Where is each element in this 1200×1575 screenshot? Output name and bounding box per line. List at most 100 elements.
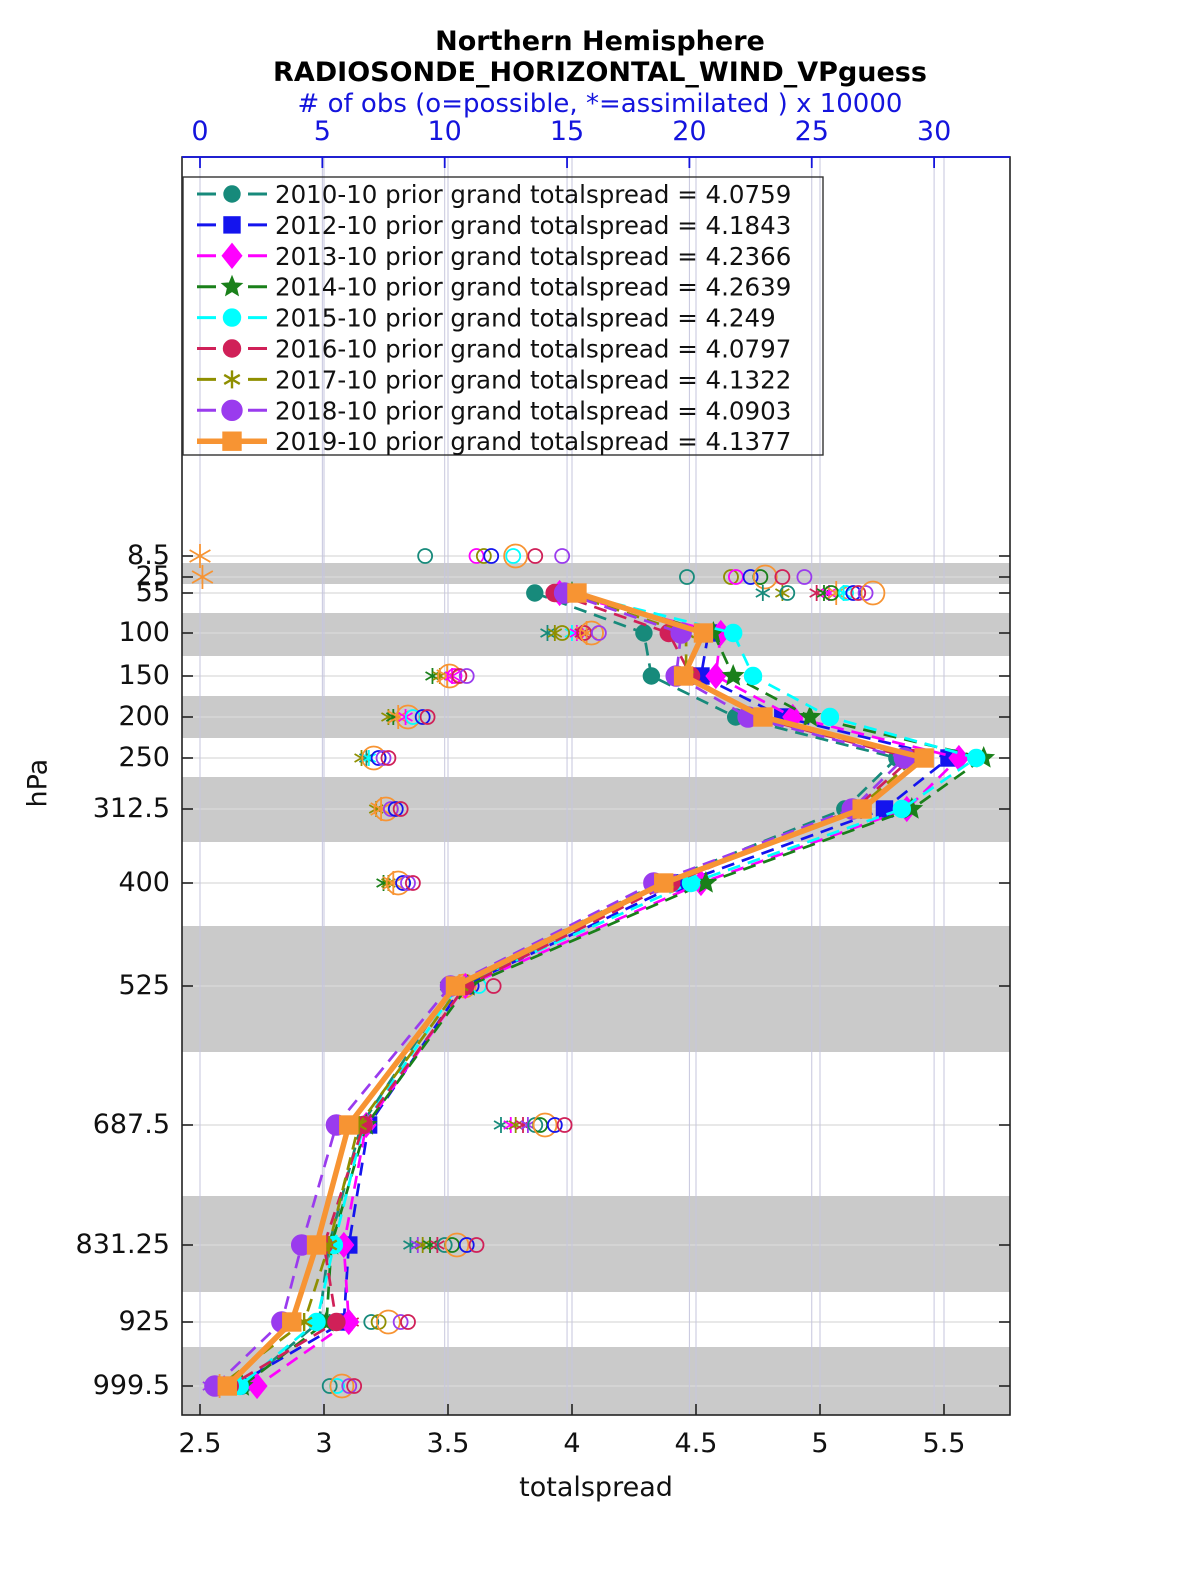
tick-label: 8.5 bbox=[127, 540, 170, 571]
series-line bbox=[241, 591, 987, 1388]
obs-level-831.25 bbox=[403, 1232, 485, 1258]
marker bbox=[370, 750, 387, 766]
pressure-band bbox=[182, 1347, 1010, 1415]
marker bbox=[546, 1117, 563, 1133]
marker bbox=[380, 750, 397, 766]
marker bbox=[425, 671, 440, 681]
marker bbox=[679, 569, 695, 585]
marker bbox=[404, 875, 421, 891]
obs-level-150 bbox=[425, 663, 475, 689]
chart-title-line1: Northern Hemisphere bbox=[435, 26, 765, 57]
legend-entry-2015-10: 2015-10 prior grand totalspread = 4.249 bbox=[197, 304, 776, 333]
marker bbox=[376, 1309, 401, 1335]
marker bbox=[392, 1314, 409, 1330]
marker bbox=[339, 1115, 359, 1135]
vertical-gridlines bbox=[199, 157, 945, 1415]
tick-label: 2.5 bbox=[178, 1428, 222, 1459]
marker bbox=[191, 570, 214, 584]
legend-label: 2012-10 prior grand totalspread = 4.1843 bbox=[275, 211, 791, 240]
marker bbox=[432, 671, 448, 681]
tick-label: 5.5 bbox=[922, 1428, 966, 1459]
marker bbox=[743, 666, 763, 686]
legend-label: 2010-10 prior grand totalspread = 4.0759 bbox=[275, 180, 791, 209]
marker bbox=[635, 624, 653, 642]
marker bbox=[527, 548, 544, 564]
marker bbox=[967, 748, 986, 768]
marker bbox=[775, 588, 790, 598]
marker bbox=[860, 580, 886, 606]
legend-entry-2019-10: 2019-10 prior grand totalspread = 4.1377 bbox=[197, 427, 791, 456]
obs-level-100 bbox=[540, 620, 607, 646]
legend-entry-2018-10: 2018-10 prior grand totalspread = 4.0903 bbox=[197, 396, 791, 425]
tick-label: 150 bbox=[118, 660, 170, 691]
pressure-band bbox=[182, 563, 1010, 584]
marker bbox=[422, 1240, 438, 1250]
tick-label: 20 bbox=[672, 116, 707, 147]
tick-label: 400 bbox=[118, 867, 170, 898]
pressure-bands bbox=[182, 563, 1010, 1415]
marker bbox=[724, 623, 743, 643]
marker bbox=[526, 584, 544, 602]
tick-label: 55 bbox=[135, 577, 170, 608]
marker bbox=[809, 588, 825, 598]
marker bbox=[222, 308, 242, 327]
y-axis-label: hPa bbox=[22, 758, 54, 808]
legend-entry-2013-10: 2013-10 prior grand totalspread = 4.2366 bbox=[197, 242, 791, 271]
marker bbox=[721, 664, 745, 686]
legend-label: 2016-10 prior grand totalspread = 4.0797 bbox=[275, 335, 791, 364]
legend-entry-2010-10: 2010-10 prior grand totalspread = 4.0759 bbox=[197, 180, 791, 209]
marker bbox=[723, 569, 739, 585]
tick-label: 3.5 bbox=[426, 1428, 470, 1459]
series-line bbox=[238, 591, 980, 1388]
marker bbox=[505, 548, 522, 564]
pressure-band bbox=[182, 926, 1010, 1052]
marker bbox=[189, 549, 211, 563]
marker bbox=[361, 753, 377, 763]
marker bbox=[673, 666, 694, 686]
marker bbox=[363, 1314, 380, 1330]
legend-entry-2017-10: 2017-10 prior grand totalspread = 4.1322 bbox=[197, 365, 791, 394]
marker bbox=[579, 620, 604, 646]
obs-level-400 bbox=[376, 870, 421, 896]
marker bbox=[400, 1314, 416, 1330]
marker bbox=[838, 585, 854, 601]
marker bbox=[642, 667, 661, 685]
marker bbox=[436, 1237, 453, 1253]
tick-label: 100 bbox=[118, 617, 170, 648]
tick-label: 200 bbox=[118, 701, 170, 732]
marker bbox=[327, 1312, 346, 1332]
marker bbox=[554, 548, 571, 564]
marker bbox=[475, 548, 492, 564]
marker bbox=[556, 1117, 573, 1133]
tick-label: 925 bbox=[118, 1306, 170, 1337]
marker bbox=[223, 373, 241, 385]
marker bbox=[567, 583, 587, 603]
marker bbox=[458, 1237, 475, 1253]
tick-label: 3 bbox=[315, 1428, 333, 1459]
marker bbox=[798, 705, 822, 727]
marker bbox=[346, 1378, 363, 1394]
marker bbox=[306, 1235, 327, 1255]
marker bbox=[217, 1376, 237, 1396]
marker bbox=[392, 801, 409, 817]
marker bbox=[857, 585, 874, 601]
marker bbox=[321, 1378, 338, 1394]
marker bbox=[382, 801, 399, 817]
legend-entry-2016-10: 2016-10 prior grand totalspread = 4.0797 bbox=[197, 335, 791, 364]
marker bbox=[220, 274, 244, 297]
marker bbox=[508, 1120, 524, 1130]
marker bbox=[415, 1240, 431, 1250]
legend-box bbox=[182, 176, 824, 456]
marker bbox=[382, 876, 405, 890]
legend-label: 2013-10 prior grand totalspread = 4.2366 bbox=[275, 242, 791, 271]
obs-level-200 bbox=[381, 704, 436, 730]
obs-level-250 bbox=[354, 745, 397, 771]
marker bbox=[445, 976, 466, 996]
marker bbox=[222, 431, 242, 451]
tick-label: 15 bbox=[549, 116, 585, 147]
marker bbox=[223, 185, 241, 203]
marker bbox=[375, 750, 392, 766]
marker bbox=[400, 875, 416, 891]
marker bbox=[221, 399, 243, 421]
